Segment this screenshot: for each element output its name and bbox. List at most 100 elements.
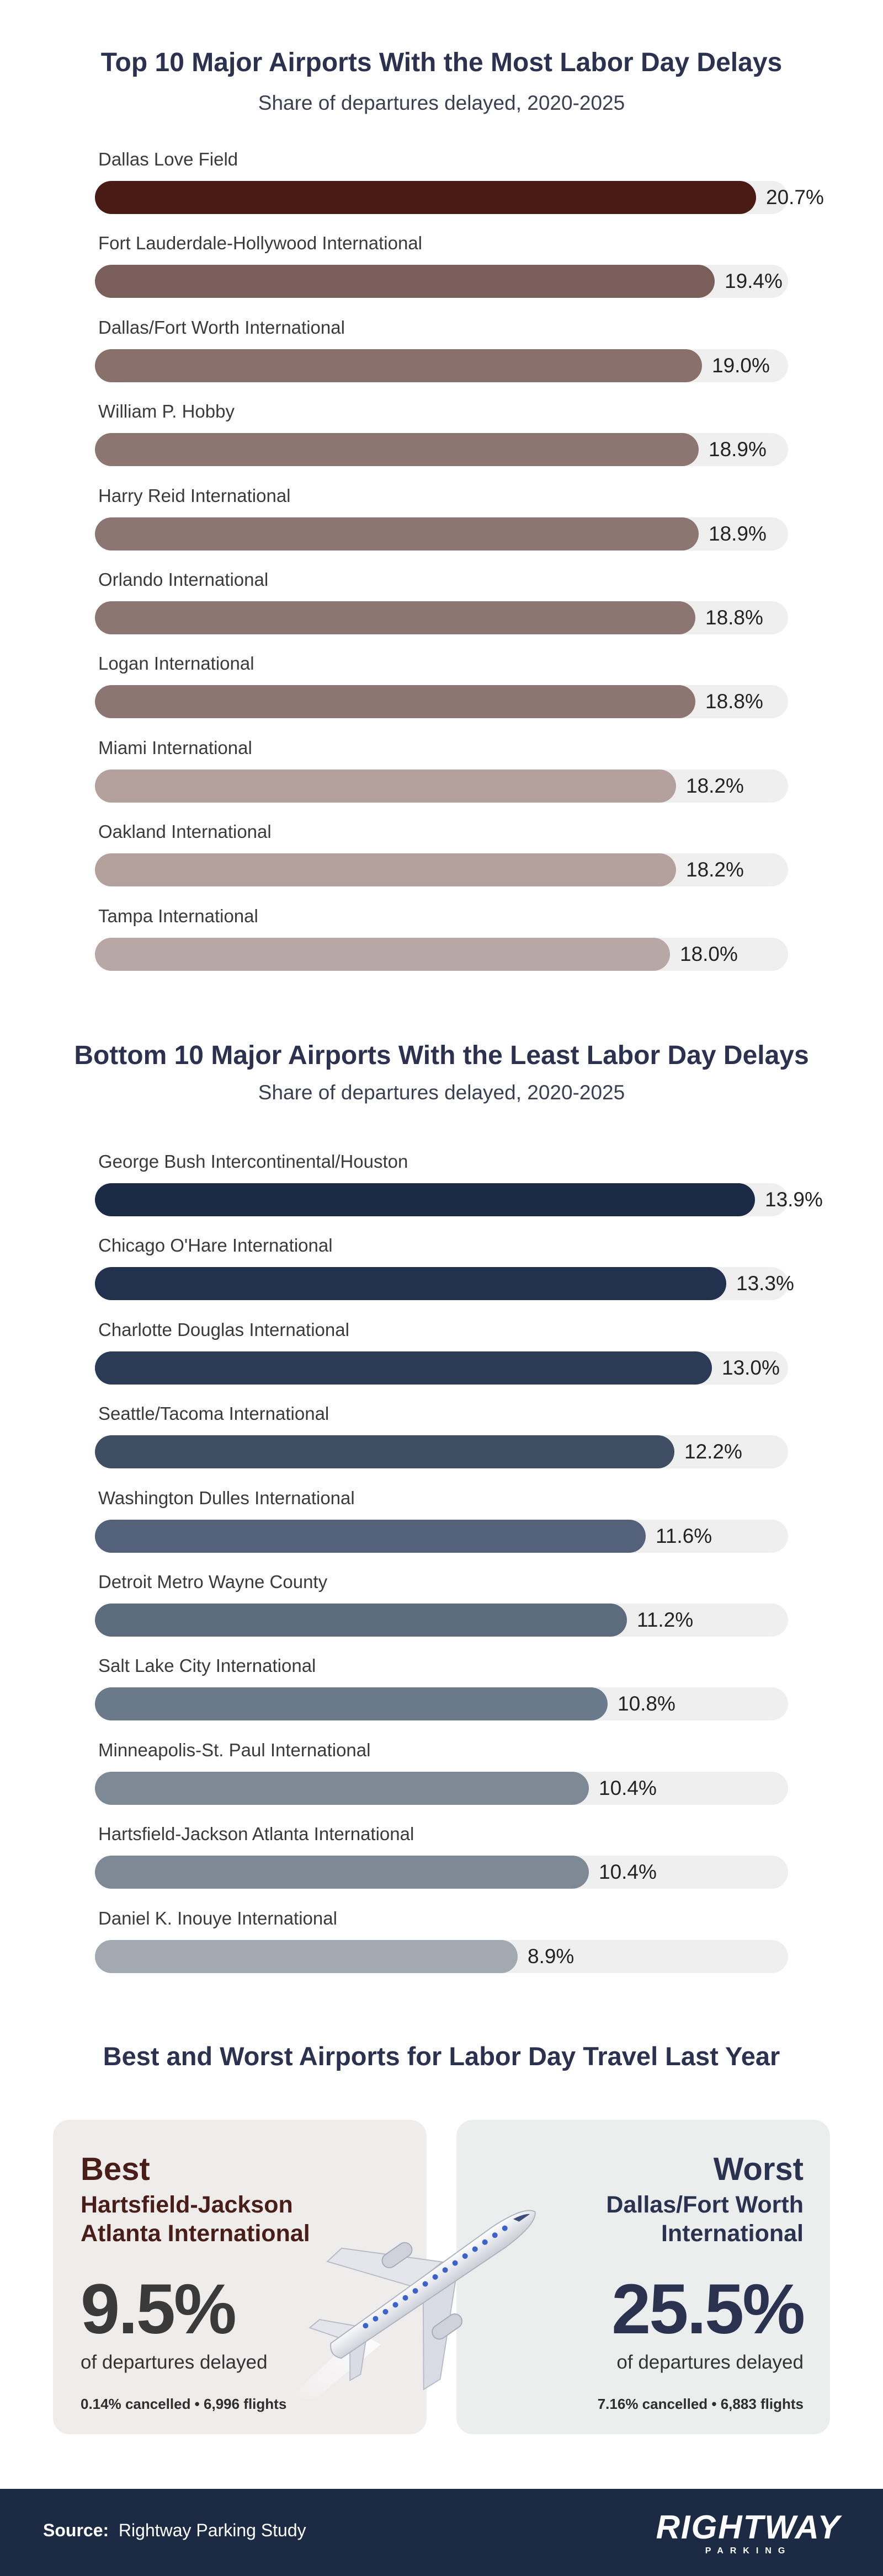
worst-caption: of departures delayed [616,2351,804,2373]
bar-value-label: 18.9% [709,522,767,545]
bottom-chart-subtitle: Share of departures delayed, 2020-2025 [258,1081,625,1104]
bar-value-label: 11.2% [637,1608,694,1631]
bar [95,601,695,634]
bar-value-label: 19.4% [725,270,783,293]
bar-row: Logan International 18.8% [95,653,788,725]
bar-row: Harry Reid International 18.9% [95,485,788,557]
bar-value-label: 18.8% [705,606,763,629]
rightway-logo: RIGHTWAY PARKING [655,2510,842,2559]
bar-label: Seattle/Tacoma International [98,1403,329,1424]
bar-label: Dallas Love Field [98,149,238,169]
bar-row: Chicago O'Hare International 13.3% [95,1235,794,1307]
airplane-icon [287,2210,536,2399]
worst-footnote: 7.16% cancelled • 6,883 flights [597,2396,804,2412]
bar [95,1771,589,1805]
bar [95,1435,674,1469]
bar-label: Salt Lake City International [98,1655,316,1676]
bar [95,181,756,214]
bar [95,1604,627,1637]
bar-label: Logan International [98,653,254,674]
bar-value-label: 10.4% [599,1776,657,1799]
source-line: Source: Rightway Parking Study [43,2520,306,2541]
bar [95,937,670,971]
bar-value-label: 10.4% [599,1861,657,1884]
bar-value-label: 13.0% [722,1356,780,1379]
bar [95,853,676,887]
bar-row: Fort Lauderdale-Hollywood International 1… [95,233,788,304]
bar [95,1939,518,1973]
bar-value-label: 13.3% [736,1272,794,1295]
bar-row: Oakland International 18.2% [95,821,788,893]
bar-value-label: 11.6% [656,1524,712,1547]
bar-label: Orlando International [98,569,269,590]
bar [95,265,715,298]
bar [95,1519,646,1553]
best-delay-value: 9.5% [81,2270,237,2349]
logo-wordmark: RIGHTWAY [656,2509,841,2546]
bar-label: Chicago O'Hare International [98,1235,333,1256]
bar-row: Dallas/Fort Worth International 19.0% [95,317,788,389]
bar-value-label: 10.8% [618,1692,675,1715]
best-worst-title: Best and Worst Airports for Labor Day Tr… [103,2041,780,2071]
best-caption: of departures delayed [81,2351,268,2373]
bar [95,769,676,803]
bar-label: Hartsfield-Jackson Atlanta International [98,1824,414,1845]
bar-row: Minneapolis-St. Paul International 10.4% [95,1740,788,1811]
best-heading: Best [81,2151,150,2187]
bar-label: Detroit Metro Wayne County [98,1572,328,1592]
worst-airport-card: Worst Dallas/Fort Worth International 25… [456,2120,830,2434]
bar-label: Minneapolis-St. Paul International [98,1739,371,1760]
best-airport-line2: Atlanta International [81,2220,310,2247]
bar-label: George Bush Intercontinental/Houston [98,1151,408,1172]
bar-label: Oakland International [98,821,272,842]
bar-row: George Bush Intercontinental/Houston 13.9… [95,1151,823,1223]
bar-label: William P. Hobby [98,401,235,422]
bar-value-label: 13.9% [765,1188,823,1211]
bar-row: Detroit Metro Wayne County 11.2% [95,1572,788,1643]
worst-delay-value: 25.5% [611,2270,805,2349]
bar-value-label: 19.0% [712,354,770,377]
top-chart-subtitle: Share of departures delayed, 2020-2025 [258,92,625,114]
bar [95,685,695,719]
top-chart-title: Top 10 Major Airports With the Most Labo… [100,48,783,77]
worst-heading: Worst [713,2151,804,2187]
bar [95,1183,755,1216]
bar [95,1856,589,1889]
bar-label: Fort Lauderdale-Hollywood International [98,233,423,254]
bar-label: Harry Reid International [98,485,291,506]
bar-label: Dallas/Fort Worth International [98,317,345,338]
worst-airport-line1: Dallas/Fort Worth [606,2192,804,2218]
bar [95,1267,726,1301]
bar-row: Miami International 18.2% [95,737,788,809]
source-label: Source: [43,2520,109,2540]
bar-row: William P. Hobby 18.9% [95,401,788,473]
bar-label: Tampa International [98,905,258,926]
bar-value-label: 12.2% [684,1440,742,1463]
bar-label: Washington Dulles International [98,1487,355,1508]
best-airport-card: Best Hartsfield-Jackson Atlanta Internat… [53,2120,427,2434]
bar [95,517,699,551]
bar [95,1687,608,1721]
bottom-chart-title: Bottom 10 Major Airports With the Least … [74,1041,809,1070]
bar-row: Salt Lake City International 10.8% [95,1655,788,1727]
bar-row: Dallas Love Field 20.7% [95,149,824,221]
bar [95,433,699,467]
bar-row: Daniel K. Inouye International 8.9% [95,1908,788,1980]
bar-row: Seattle/Tacoma International 12.2% [95,1403,788,1475]
source-text: Rightway Parking Study [118,2520,306,2540]
bar-row: Hartsfield-Jackson Atlanta International… [95,1824,788,1895]
bar-label: Charlotte Douglas International [98,1319,349,1340]
best-airport-line1: Hartsfield-Jackson [81,2192,293,2218]
bar-row: Washington Dulles International 11.6% [95,1488,788,1559]
bar-row: Charlotte Douglas International 13.0% [95,1319,788,1391]
bar-value-label: 18.9% [709,438,767,461]
bar-row: Tampa International 18.0% [95,906,788,977]
bar-value-label: 20.7% [766,186,824,209]
footer: Source: Rightway Parking Study RIGHTWAY … [0,2489,883,2576]
bar [95,1351,712,1385]
worst-airport-line2: International [661,2220,804,2247]
bar-label: Daniel K. Inouye International [98,1907,337,1928]
best-airport-name: Hartsfield-Jackson Atlanta International [81,2190,368,2248]
bar-value-label: 18.2% [686,858,744,881]
logo-subtitle: PARKING [705,2546,792,2556]
